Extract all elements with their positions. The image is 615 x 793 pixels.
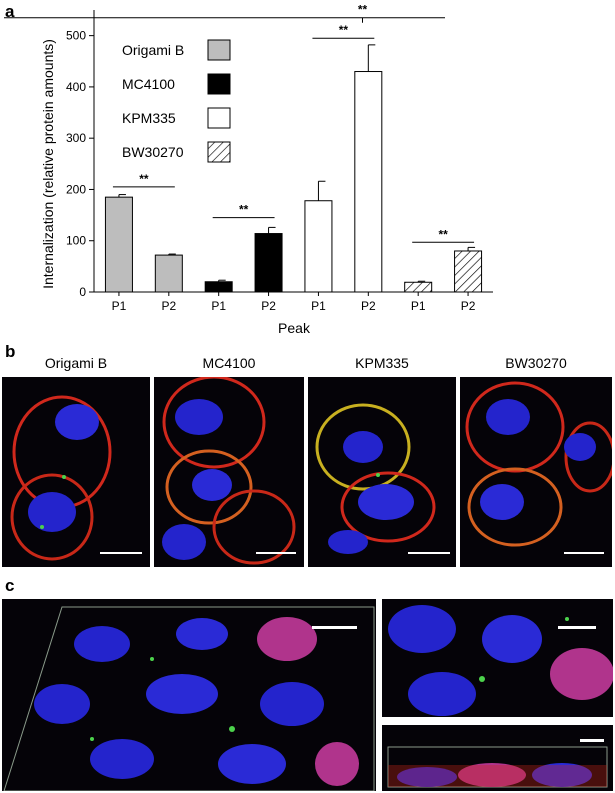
microscopy-3d-large: [2, 599, 376, 791]
legend-swatch: [207, 39, 231, 61]
significance-label: **: [358, 3, 368, 17]
significance-label: **: [139, 172, 149, 186]
significance-label: **: [339, 23, 349, 37]
microscopy-3d-zoom: [382, 599, 613, 717]
scale-bar: [312, 626, 357, 629]
scale-bar: [580, 739, 604, 742]
bar: [154, 254, 183, 293]
legend-label: KPM335: [122, 110, 176, 126]
scale-bar: [408, 552, 450, 554]
y-tick-label: 400: [66, 80, 86, 94]
y-tick-label: 100: [66, 234, 86, 248]
x-tick-label: P1: [411, 299, 426, 313]
x-tick-label: P1: [211, 299, 226, 313]
x-tick-label: P1: [311, 299, 326, 313]
bar: [254, 233, 283, 293]
micro-title-mc4100: MC4100: [202, 355, 256, 371]
bar: [354, 71, 383, 293]
x-tick-label: P2: [461, 299, 476, 313]
x-tick-label: P2: [261, 299, 276, 313]
bar: [204, 281, 233, 293]
microscopy-3d-side: [382, 725, 613, 791]
x-tick-label: P2: [361, 299, 376, 313]
scale-bar: [558, 626, 596, 629]
panel-letter-c: c: [5, 576, 15, 595]
microscopy-image-origami-b: [2, 377, 150, 567]
y-tick-label: 300: [66, 131, 86, 145]
microscopy-image-mc4100: [154, 377, 304, 567]
significance-label: **: [239, 203, 249, 217]
bar: [104, 196, 133, 293]
legend-label: Origami B: [122, 42, 184, 58]
bar: [304, 200, 333, 293]
scale-bar: [256, 552, 296, 554]
panel-letter-b: b: [5, 342, 16, 361]
micro-title-origami-b: Origami B: [44, 355, 108, 371]
scale-bar: [564, 552, 604, 554]
bar: [404, 281, 433, 293]
micro-title-kpm335: KPM335: [355, 355, 409, 371]
y-axis-label: Internalization (relative protein amount…: [40, 39, 56, 289]
scale-bar: [100, 552, 142, 554]
x-tick-label: P2: [161, 299, 176, 313]
bar: [454, 250, 483, 293]
y-tick-label: 200: [66, 182, 86, 196]
bar-chart: 0 100 200 300 400 500 P1 P2 P1 P2 P1 P2 P1 P2 ** ** ** *…: [4, 3, 493, 336]
x-tick-label: P1: [112, 299, 127, 313]
legend-swatch: [207, 107, 231, 129]
panel-letter-a: a: [5, 2, 15, 21]
significance-label: **: [438, 227, 448, 241]
legend-label: MC4100: [122, 76, 175, 92]
legend-label: BW30270: [122, 144, 184, 160]
x-axis-label: Peak: [278, 320, 311, 336]
y-tick-label: 500: [66, 29, 86, 43]
legend-swatch: [207, 141, 231, 163]
micro-title-bw30270: BW30270: [505, 355, 567, 371]
y-tick-label: 0: [79, 285, 86, 299]
microscopy-image-kpm335: [308, 377, 456, 567]
legend-swatch: [207, 73, 231, 95]
microscopy-image-bw30270: [460, 377, 612, 567]
